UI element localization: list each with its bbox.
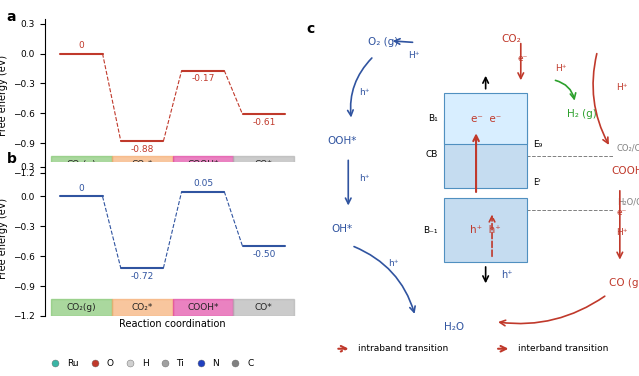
Text: 0: 0	[79, 41, 84, 50]
Text: CO₂(g): CO₂(g)	[66, 160, 96, 169]
Text: H₂ (g): H₂ (g)	[567, 109, 596, 118]
Text: h⁺: h⁺	[359, 174, 369, 183]
Text: E₉: E₉	[534, 139, 543, 149]
Text: CO₂(g): CO₂(g)	[66, 303, 96, 312]
Text: intraband transition: intraband transition	[358, 344, 448, 353]
Text: H⁺: H⁺	[555, 64, 566, 73]
FancyBboxPatch shape	[444, 93, 527, 144]
Text: -0.72: -0.72	[130, 272, 154, 281]
Text: a: a	[6, 9, 16, 24]
Bar	[51, 156, 112, 173]
FancyBboxPatch shape	[444, 198, 527, 262]
Text: c: c	[307, 22, 315, 36]
Text: e⁻: e⁻	[616, 208, 627, 217]
Text: H₂O/O₂: H₂O/O₂	[617, 198, 639, 206]
Bar	[173, 299, 233, 316]
Text: H₂O: H₂O	[443, 322, 464, 332]
Text: CO*: CO*	[255, 160, 273, 169]
Text: -0.17: -0.17	[191, 74, 215, 83]
Bar	[173, 156, 233, 173]
Bar	[233, 156, 294, 173]
Legend: Ru, O, H, Ti, N, C: Ru, O, H, Ti, N, C	[43, 355, 257, 371]
Text: CO₂: CO₂	[502, 34, 521, 44]
Bar	[112, 156, 173, 173]
Text: CO₂*: CO₂*	[132, 160, 153, 169]
FancyBboxPatch shape	[444, 120, 527, 188]
Y-axis label: Free energy (eV): Free energy (eV)	[0, 55, 8, 136]
Text: OH*: OH*	[331, 224, 353, 233]
Bar	[112, 299, 173, 316]
Text: Eᶠ: Eᶠ	[534, 179, 541, 187]
Text: H⁺: H⁺	[408, 51, 419, 60]
Text: H⁺: H⁺	[616, 228, 627, 237]
Text: interband transition: interband transition	[518, 344, 608, 353]
Text: e⁻  e⁻: e⁻ e⁻	[470, 114, 501, 124]
Text: B₁: B₁	[428, 114, 438, 123]
Text: h⁺: h⁺	[502, 270, 513, 280]
Text: CO*: CO*	[255, 303, 273, 312]
Text: e⁻: e⁻	[517, 54, 528, 63]
Y-axis label: Free energy (eV): Free energy (eV)	[0, 198, 8, 279]
Text: -0.50: -0.50	[252, 250, 275, 259]
Text: h⁺: h⁺	[388, 259, 398, 268]
Bar	[51, 299, 112, 316]
Text: -0.88: -0.88	[130, 145, 154, 154]
Text: h⁺  h⁺: h⁺ h⁺	[470, 225, 501, 235]
Text: OOH*: OOH*	[327, 136, 357, 146]
Text: 0.05: 0.05	[193, 179, 213, 188]
Text: b: b	[6, 152, 16, 167]
Text: h⁺: h⁺	[359, 88, 369, 97]
Text: 0: 0	[79, 183, 84, 193]
Text: O₂ (g): O₂ (g)	[368, 38, 399, 47]
Text: CB: CB	[426, 150, 438, 159]
Text: -0.61: -0.61	[252, 118, 275, 127]
Text: COOH*: COOH*	[187, 160, 219, 169]
Text: H⁺: H⁺	[616, 83, 627, 92]
Text: CO₂*: CO₂*	[132, 303, 153, 312]
Bar	[233, 299, 294, 316]
Text: B₋₁: B₋₁	[423, 226, 438, 235]
Text: COOH*: COOH*	[187, 303, 219, 312]
Text: CO (g): CO (g)	[610, 278, 639, 288]
Text: COOH*: COOH*	[611, 166, 639, 176]
Text: CO₂/CO: CO₂/CO	[617, 144, 639, 152]
X-axis label: Reaction coordination: Reaction coordination	[119, 318, 226, 329]
